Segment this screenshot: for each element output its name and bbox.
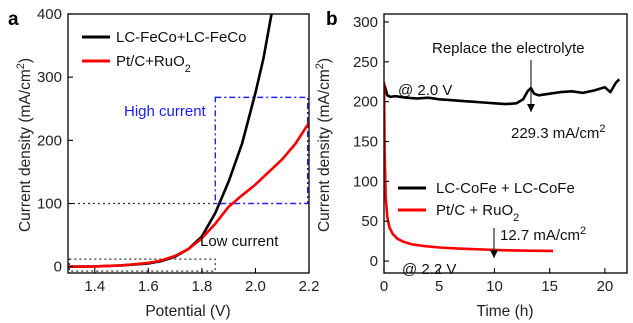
panel-b-v20-label: @ 2.0 V bbox=[398, 82, 452, 99]
panel-a-legend: LC-FeCo+LC-FeCo Pt/C+RuO2 bbox=[82, 29, 246, 75]
panel-b-legend-label-black: LC-CoFe + LC-CoFe bbox=[436, 180, 575, 197]
panel-a-y-ticks: 0 100 200 300 400 bbox=[37, 6, 73, 276]
a-y-tick-label: 200 bbox=[37, 132, 62, 149]
a-x-tick-label: 1.6 bbox=[138, 278, 159, 295]
panel-b-frame bbox=[383, 13, 628, 274]
b-series-line-1 bbox=[384, 81, 554, 253]
panel-a-letter: a bbox=[8, 9, 19, 30]
panel-b-red-arrow-head bbox=[490, 250, 498, 258]
a-series-line-1 bbox=[68, 121, 309, 268]
b-x-tick-label: 20 bbox=[597, 278, 614, 295]
panel-a-low-current-label: Low current bbox=[200, 233, 279, 250]
a-x-tick-label: 1.4 bbox=[84, 278, 105, 295]
panel-b-replace-arrow-head bbox=[527, 104, 535, 112]
panel-a-frame bbox=[67, 13, 310, 274]
b-x-tick-label: 15 bbox=[541, 278, 558, 295]
panel-a-series bbox=[68, 14, 309, 268]
b-x-tick-label: 10 bbox=[486, 278, 503, 295]
b-x-tick-label: 0 bbox=[380, 278, 388, 295]
panel-b-x-axis-title: Time (h) bbox=[476, 303, 533, 320]
b-series-line-0 bbox=[384, 78, 621, 106]
panel-a-x-ticks: 1.4 1.6 1.8 2.0 2.2 bbox=[84, 268, 319, 295]
panel-b-y-axis-title: Current density (mA/cm2) bbox=[314, 58, 333, 232]
a-y-tick-label: 0 bbox=[54, 259, 62, 276]
b-y-tick-label: 100 bbox=[353, 173, 378, 190]
panel-a-high-current-label: High current bbox=[124, 103, 207, 120]
b-y-tick-label: 300 bbox=[353, 14, 378, 31]
b-y-tick-label: 0 bbox=[370, 253, 378, 270]
panel-a: a 1.4 1.6 1.8 2.0 2.2 0 100 200 300 400 Potentia… bbox=[8, 6, 319, 320]
panel-b-legend-label-red: Pt/C + RuO2 bbox=[436, 202, 519, 224]
a-y-tick-label: 400 bbox=[37, 6, 62, 23]
a-y-tick-label: 300 bbox=[37, 69, 62, 86]
low-current-region bbox=[68, 258, 216, 272]
a-series-line-0 bbox=[68, 14, 273, 268]
a-x-tick-label: 2.0 bbox=[245, 278, 266, 295]
panel-b-letter: b bbox=[326, 9, 338, 30]
panel-b-x-ticks: 0 5 10 15 20 bbox=[380, 268, 613, 295]
b-y-tick-label: 150 bbox=[353, 134, 378, 151]
panel-a-x-axis-title: Potential (V) bbox=[145, 303, 230, 320]
panel-b-legend: LC-CoFe + LC-CoFe Pt/C + RuO2 bbox=[398, 180, 575, 224]
b-y-tick-label: 250 bbox=[353, 54, 378, 71]
a-x-tick-label: 1.8 bbox=[191, 278, 212, 295]
panel-a-legend-label-red: Pt/C+RuO2 bbox=[116, 53, 191, 75]
panel-b-red-value-label: 12.7 mA/cm2 bbox=[500, 225, 586, 244]
panel-b: b 0 5 10 15 20 0 50 100 150 200 250 300 Time (h) C… bbox=[314, 9, 628, 320]
panel-b-replace-label: Replace the electrolyte bbox=[432, 40, 585, 57]
panel-a-legend-label-black: LC-FeCo+LC-FeCo bbox=[116, 29, 246, 46]
a-x-tick-label: 2.2 bbox=[299, 278, 320, 295]
b-x-tick-label: 5 bbox=[435, 278, 443, 295]
panel-a-y-axis-title: Current density (mA/cm2) bbox=[15, 58, 34, 232]
b-y-tick-label: 50 bbox=[361, 213, 378, 230]
panel-b-black-value-label: 229.3 mA/cm2 bbox=[511, 123, 606, 142]
panel-b-v22-label: @ 2.2 V bbox=[402, 261, 456, 278]
b-y-tick-label: 200 bbox=[353, 94, 378, 111]
panel-b-y-ticks: 0 50 100 150 200 250 300 bbox=[353, 14, 389, 270]
high-current-region bbox=[214, 96, 309, 205]
a-y-tick-label: 100 bbox=[37, 196, 62, 213]
panel-a-regions bbox=[68, 96, 309, 272]
